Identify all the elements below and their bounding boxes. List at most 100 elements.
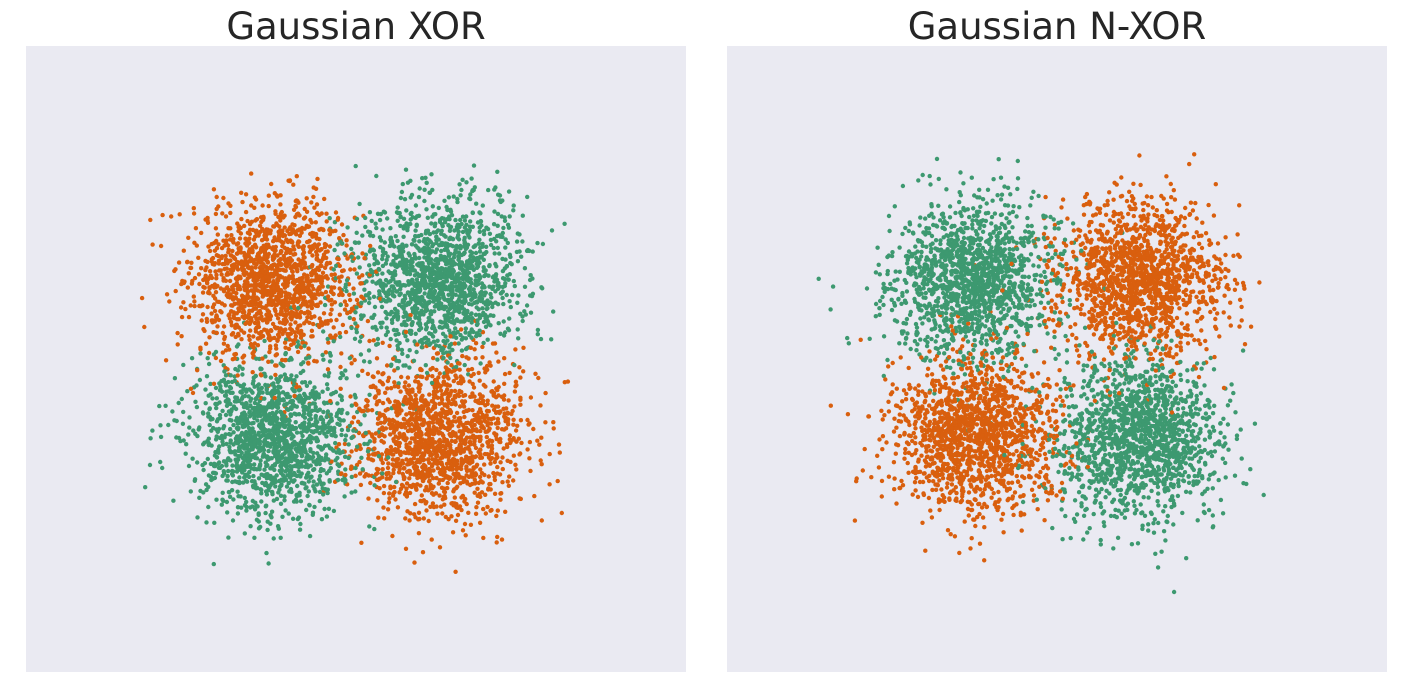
scatter-point (367, 359, 372, 365)
scatter-point (428, 367, 433, 372)
scatter-point (404, 486, 409, 491)
scatter-point (223, 253, 228, 259)
scatter-point (363, 252, 369, 257)
scatter-point (251, 473, 256, 479)
scatter-point (430, 501, 436, 506)
scatter-point (286, 256, 291, 261)
scatter-point (463, 330, 468, 335)
scatter-point (478, 211, 483, 216)
scatter-point (283, 477, 289, 482)
scatter-point (283, 463, 288, 468)
scatter-point (273, 343, 279, 348)
scatter-point (188, 303, 193, 308)
scatter-point (380, 467, 385, 472)
scatter-point (438, 319, 443, 324)
scatter-point (456, 250, 462, 255)
scatter-point (386, 269, 391, 274)
scatter-point (256, 324, 262, 330)
scatter-point (278, 202, 283, 207)
scatter-point (327, 227, 332, 233)
scatter-point (255, 343, 261, 348)
scatter-point (451, 319, 456, 324)
scatter-point (453, 431, 458, 436)
scatter-point (470, 255, 476, 260)
scatter-point (393, 332, 398, 337)
scatter-point (392, 368, 397, 373)
scatter-point (507, 214, 512, 219)
scatter-point (505, 444, 510, 450)
scatter-point (335, 401, 340, 406)
scatter-point (215, 429, 220, 434)
scatter-point (449, 213, 455, 218)
scatter-point (466, 510, 471, 515)
scatter-point (388, 432, 393, 437)
scatter-point (376, 388, 381, 394)
scatter-point (343, 368, 348, 373)
scatter-point (401, 314, 406, 319)
scatter-point (305, 275, 310, 281)
scatter-point (472, 422, 477, 428)
scatter-point (343, 433, 349, 438)
scatter-point (215, 299, 220, 304)
scatter-point (295, 516, 300, 522)
scatter-point (296, 305, 301, 311)
scatter-point (346, 442, 351, 447)
scatter-point (457, 429, 462, 434)
scatter-point (192, 299, 197, 304)
scatter-point (221, 426, 226, 431)
scatter-point (201, 284, 206, 290)
scatter-point (181, 300, 186, 305)
scatter-point (501, 319, 506, 324)
scatter-point (528, 395, 534, 400)
scatter-point (277, 398, 283, 403)
scatter-point (456, 254, 461, 259)
scatter-point (401, 234, 406, 239)
scatter-point (451, 463, 456, 468)
scatter-point (468, 421, 473, 426)
scatter-point (223, 348, 229, 353)
scatter-point (331, 448, 336, 453)
scatter-point (451, 330, 456, 335)
scatter-point (497, 233, 502, 239)
scatter-point (468, 311, 474, 317)
scatter-point (187, 425, 192, 430)
scatter-point (373, 324, 378, 330)
scatter-point (385, 397, 391, 402)
scatter-point (413, 393, 418, 398)
scatter-point (507, 299, 512, 304)
scatter-point (430, 187, 435, 193)
scatter-point (292, 293, 297, 298)
scatter-point (366, 496, 371, 501)
scatter-point (284, 484, 290, 489)
scatter-point (450, 260, 455, 265)
scatter-point (495, 223, 500, 228)
scatter-point (305, 315, 310, 320)
scatter-point (254, 356, 259, 361)
scatter-point (207, 269, 213, 274)
scatter-point (258, 458, 263, 463)
scatter-point (297, 399, 302, 404)
scatter-point (239, 216, 244, 222)
scatter-point (200, 312, 206, 317)
scatter-point (473, 250, 479, 256)
scatter-point (468, 219, 473, 224)
scatter-point (423, 175, 428, 180)
scatter-point (242, 495, 247, 501)
scatter-point (268, 521, 273, 526)
scatter-point (400, 351, 405, 356)
scatter-point (380, 253, 385, 258)
scatter-point (228, 319, 234, 325)
scatter-point (214, 194, 219, 200)
scatter-point (231, 295, 236, 300)
scatter-point (356, 240, 361, 245)
scatter-point (188, 489, 193, 494)
scatter-point (378, 211, 383, 217)
scatter-point (491, 245, 496, 251)
scatter-point (395, 317, 400, 322)
scatter-point (163, 403, 168, 408)
scatter-point (397, 261, 403, 266)
scatter-point (467, 379, 472, 384)
scatter-point (217, 444, 222, 449)
scatter-point (362, 287, 367, 292)
scatter-point (195, 460, 200, 465)
